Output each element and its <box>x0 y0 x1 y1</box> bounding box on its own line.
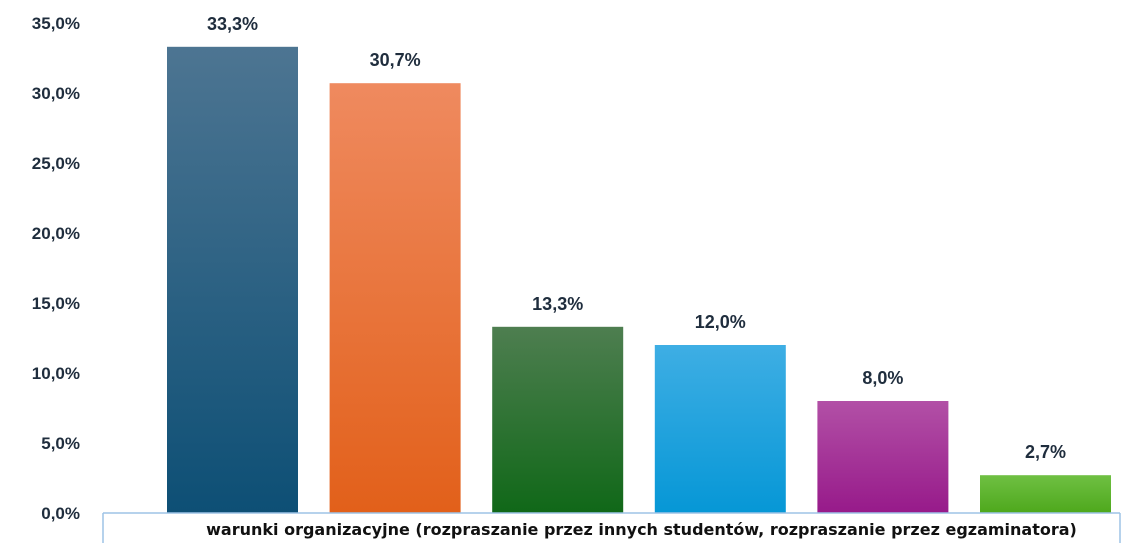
y-tick-label: 35,0% <box>32 14 80 33</box>
data-label: 33,3% <box>207 14 258 34</box>
bars <box>167 46 1111 514</box>
data-label: 30,7% <box>370 50 421 70</box>
data-label: 8,0% <box>862 368 903 388</box>
y-tick-label: 0,0% <box>41 504 80 523</box>
data-labels: 33,3% 30,7% 13,3% 12,0% 8,0% 2,7% <box>207 14 1066 462</box>
y-tick-label: 15,0% <box>32 294 80 313</box>
bar <box>817 401 949 513</box>
y-tick-label: 30,0% <box>32 84 80 103</box>
data-label: 13,3% <box>532 294 583 314</box>
bar <box>167 46 298 514</box>
data-label: 2,7% <box>1025 442 1066 462</box>
data-label: 12,0% <box>695 312 746 332</box>
bar <box>654 345 786 513</box>
y-tick-label: 10,0% <box>32 364 80 383</box>
bar <box>329 83 461 513</box>
category-label: warunki organizacyjne (rozpraszanie prze… <box>206 520 1077 539</box>
y-tick-label: 5,0% <box>41 434 80 453</box>
y-tick-label: 20,0% <box>32 224 80 243</box>
y-axis-ticks: 0,0% 5,0% 10,0% 15,0% 20,0% 25,0% 30,0% 35,0% <box>32 14 80 523</box>
y-tick-label: 25,0% <box>32 154 80 173</box>
bar <box>492 326 624 513</box>
bar <box>980 475 1111 513</box>
